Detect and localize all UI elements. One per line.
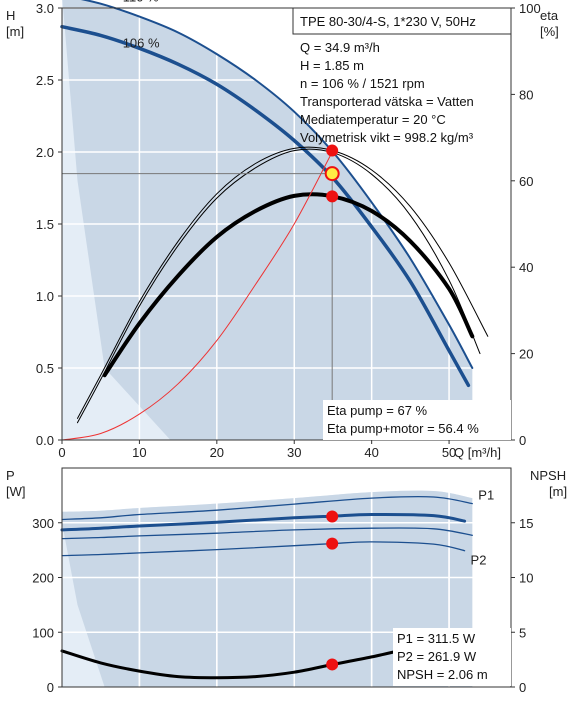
x-tick-label: 50 (442, 445, 456, 460)
series-line-110- (80, 0, 474, 369)
head-tick-labels: 0.0 0.5 1.0 1.5 2.0 2.5 3.0 0 20 40 60 80 100 0 10 20 30… (36, 1, 541, 460)
power-curve-label: P2 (471, 553, 487, 568)
series-line-p-bold-1 (60, 512, 467, 532)
power-tick-labels: 0 100 200 300 0 5 10 15 (32, 516, 533, 695)
info-flow: Q = 34.9 m³/h (300, 40, 380, 55)
series-line-eta-thin-2 (77, 146, 489, 419)
right-tick-label: 20 (519, 347, 533, 362)
power-operating-range (62, 490, 473, 687)
right-tick-label: 5 (519, 625, 526, 640)
left-tick-label: 2.5 (36, 73, 54, 88)
power-markers-group: P1 P2 (326, 488, 494, 671)
series-line-p1 (61, 495, 473, 521)
power-axis-label: P (6, 468, 15, 483)
head-operating-range (62, 0, 473, 440)
x-tick-label: 40 (364, 445, 378, 460)
eta-total-text: Eta pump+motor = 56.4 % (327, 421, 479, 436)
npsh-axis-unit: [m] (549, 484, 567, 499)
range-area (62, 490, 473, 687)
eta-total-marker (326, 190, 339, 203)
info-head: H = 1.85 m (300, 58, 364, 73)
eta-axis-unit: [%] (540, 24, 559, 39)
left-tick-label: 200 (32, 571, 54, 586)
series-line-p2 (61, 541, 466, 557)
range-area (62, 0, 473, 440)
left-tick-label: 300 (32, 516, 54, 531)
eta-axis-label: eta (540, 8, 559, 23)
right-tick-label: 80 (519, 87, 533, 102)
x-tick-label: 20 (210, 445, 224, 460)
series-line-npsh-4 (60, 646, 412, 680)
pump-title-box (292, 7, 512, 35)
eta-info-box (323, 400, 511, 440)
p2-value-text: P2 = 261.9 W (397, 649, 477, 664)
left-tick-label: 3.0 (36, 1, 54, 16)
flow-axis-label: Q [m³/h] (454, 445, 501, 460)
right-tick-label: 0 (519, 680, 526, 695)
head-series-group: 110 % 106 % (60, 0, 489, 441)
speed-curve-label: 106 % (123, 35, 160, 50)
speed-curve-label: 110 % (123, 0, 159, 5)
right-tick-label: 0 (519, 433, 526, 448)
left-tick-label: 100 (32, 625, 54, 640)
info-liquid: Transporterad vätska = Vatten (300, 94, 474, 109)
power-axis-unit: [W] (6, 484, 26, 499)
left-tick-label: 0 (47, 680, 54, 695)
eta-pump-marker (326, 144, 339, 157)
right-tick-label: 10 (519, 571, 533, 586)
series-line-eta-red-5 (61, 150, 334, 441)
power-panel: P1 P2 P1 = 311.5 W P2 = 261.9 W NPSH = 2.… (6, 467, 567, 695)
right-tick-label: 100 (519, 1, 541, 16)
left-tick-label: 0.5 (36, 361, 54, 376)
power-curve-label: P1 (478, 488, 494, 503)
power-info-box (393, 628, 511, 686)
operating-point-marker (324, 166, 340, 182)
power-marker (326, 658, 339, 671)
eta-pump-text: Eta pump = 67 % (327, 403, 428, 418)
head-panel: 110 %106 % TPE 80-30/4-S, 1*230 V, 50Hz … (6, 0, 559, 460)
x-tick-label: 30 (287, 445, 301, 460)
x-tick-label: 10 (132, 445, 146, 460)
operating-point-group (62, 144, 340, 440)
left-tick-label: 2.0 (36, 145, 54, 160)
series-line-106- (60, 24, 471, 388)
right-tick-label: 40 (519, 260, 533, 275)
head-axis-label: H (6, 8, 15, 23)
series-line-p-thin-2 (61, 527, 473, 540)
head-axis-unit: [m] (6, 24, 24, 39)
p1-value-text: P1 = 311.5 W (397, 631, 476, 646)
left-tick-label: 0.0 (36, 433, 54, 448)
npsh-axis-label: NPSH (530, 468, 566, 483)
info-density: Volymetrisk vikt = 998.2 kg/m³ (300, 130, 474, 145)
left-tick-label: 1.0 (36, 289, 54, 304)
power-series-group (60, 495, 473, 680)
right-tick-label: 15 (519, 516, 533, 531)
power-marker (326, 510, 339, 523)
npsh-value-text: NPSH = 2.06 m (397, 667, 488, 682)
left-tick-label: 1.5 (36, 217, 54, 232)
x-tick-label: 0 (58, 445, 65, 460)
right-tick-label: 60 (519, 174, 533, 189)
info-speed: n = 106 % / 1521 rpm (300, 76, 425, 91)
series-line-eta-bold-4 (102, 192, 475, 378)
info-temperature: Mediatemperatur = 20 °C (300, 112, 446, 127)
series-line-eta-thin-3 (77, 148, 481, 424)
pump-title: TPE 80-30/4-S, 1*230 V, 50Hz (300, 14, 476, 29)
power-marker (326, 537, 339, 550)
